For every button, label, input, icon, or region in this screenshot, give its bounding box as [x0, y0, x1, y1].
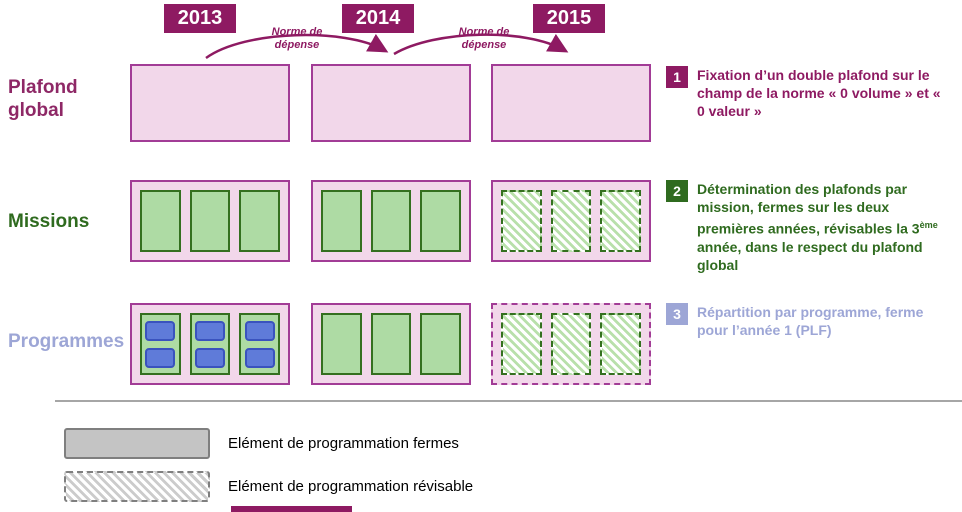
- arrow-label-2: Norme de dépense: [458, 26, 510, 51]
- legend-label-revisable: Elément de programmation révisable: [228, 478, 474, 495]
- partial-bottom-bar: [231, 506, 352, 512]
- annotation-2-text: Détermination des plafonds par mission, …: [697, 181, 938, 273]
- programme-cell-firm: [239, 313, 281, 375]
- programme-item: [145, 320, 176, 341]
- arrow-2013-2014: [205, 33, 389, 60]
- plafond-box-2015: [491, 64, 651, 142]
- arrow-2014-2015: [393, 33, 569, 56]
- programme-cell-firm: [321, 313, 362, 375]
- programme-item: [244, 347, 275, 368]
- programme-cell-firm: [420, 313, 462, 375]
- mission-cell-firm: [140, 190, 181, 252]
- legend-swatch-firm: [64, 428, 210, 459]
- arrow-label-1: Norme de dépense: [271, 26, 323, 51]
- programme-cell-revisable: [501, 313, 542, 375]
- divider-line: [55, 400, 962, 402]
- programme-item: [145, 347, 176, 368]
- year-header-2015: 2015: [533, 4, 605, 33]
- mission-cell-firm: [321, 190, 362, 252]
- programmes-box-2015: [491, 303, 651, 385]
- mission-cell-firm: [420, 190, 462, 252]
- annotation-1: 1 Fixation d’un double plafond sur le ch…: [666, 66, 958, 120]
- annotation-1-text: Fixation d’un double plafond sur le cham…: [697, 67, 941, 119]
- programme-item: [244, 320, 275, 341]
- plafond-box-2014: [311, 64, 471, 142]
- programmes-box-2014: [311, 303, 471, 385]
- row-label-programmes: Programmes: [8, 331, 125, 352]
- annotation-3: 3 Répartition par programme, ferme pour …: [666, 303, 958, 339]
- annotation-3-text: Répartition par programme, ferme pour l’…: [697, 304, 924, 338]
- programme-cell-revisable: [600, 313, 642, 375]
- programme-cell-firm: [140, 313, 181, 375]
- mission-cell-firm: [239, 190, 281, 252]
- row-label-missions: Missions: [8, 211, 90, 232]
- missions-box-2015: [491, 180, 651, 262]
- programmes-box-2013: [130, 303, 290, 385]
- row-label-plafond-global: Plafond global: [8, 77, 78, 121]
- programme-cell-firm: [189, 313, 231, 375]
- legend-swatch-revisable: [64, 471, 210, 502]
- annotation-1-number: 1: [666, 66, 688, 88]
- programme-item: [195, 320, 225, 341]
- mission-cell-firm: [189, 190, 231, 252]
- programme-cell-firm: [370, 313, 412, 375]
- plafond-box-2013: [130, 64, 290, 142]
- annotation-2-number: 2: [666, 180, 688, 202]
- mission-cell-revisable: [600, 190, 642, 252]
- year-header-2013: 2013: [164, 4, 236, 33]
- programme-cell-revisable: [550, 313, 592, 375]
- annotation-2: 2 Détermination des plafonds par mission…: [666, 180, 958, 274]
- norme-depense-arrows: [205, 33, 569, 60]
- annotation-3-number: 3: [666, 303, 688, 325]
- programme-item: [195, 347, 225, 368]
- mission-cell-revisable: [550, 190, 592, 252]
- year-header-2014: 2014: [342, 4, 414, 33]
- missions-box-2014: [311, 180, 471, 262]
- missions-box-2013: [130, 180, 290, 262]
- mission-cell-revisable: [501, 190, 542, 252]
- legend-label-firm: Elément de programmation fermes: [228, 435, 459, 452]
- mission-cell-firm: [370, 190, 412, 252]
